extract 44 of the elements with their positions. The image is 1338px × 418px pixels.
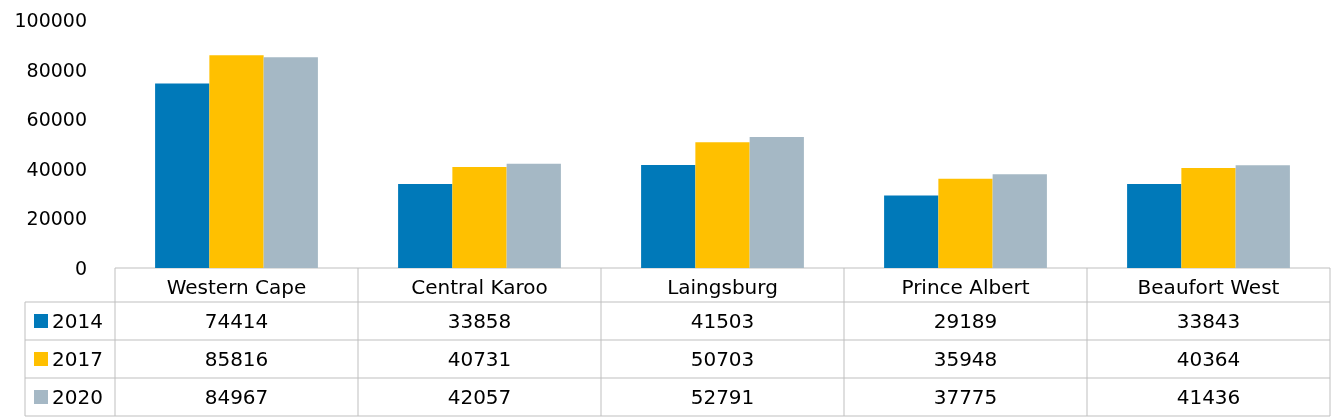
data-label: 33858: [447, 309, 512, 333]
bar: [992, 174, 1047, 268]
bar: [1127, 184, 1182, 268]
y-tick-label: 80000: [26, 58, 87, 81]
bar: [452, 166, 507, 268]
data-label: 42057: [447, 385, 512, 409]
bar: [749, 137, 804, 268]
y-tick-label: 100000: [14, 9, 87, 31]
data-label: 52791: [690, 385, 755, 409]
data-label: 40731: [447, 347, 512, 371]
y-tick-label: 0: [74, 257, 87, 279]
data-label: 50703: [690, 347, 755, 371]
data-label: 41436: [1176, 385, 1241, 409]
bar: [155, 83, 210, 268]
data-label: 37775: [933, 385, 998, 409]
data-label: 33843: [1176, 309, 1241, 333]
bar: [263, 57, 318, 268]
x-tick-label: Prince Albert: [901, 275, 1030, 299]
data-label: 40364: [1176, 347, 1241, 371]
x-tick-label: Central Karoo: [411, 275, 548, 299]
bar: [938, 178, 993, 268]
legend-label: 2014: [52, 309, 103, 333]
bar: [1181, 167, 1236, 268]
x-tick-label: Laingsburg: [667, 275, 778, 299]
bar: [641, 165, 696, 268]
data-label: 35948: [933, 347, 998, 371]
data-label: 85816: [204, 347, 269, 371]
bar: [398, 184, 453, 268]
legend-label: 2017: [52, 347, 103, 371]
legend-label: 2020: [52, 385, 103, 409]
data-label: 41503: [690, 309, 755, 333]
bar: [884, 195, 939, 268]
bar: [506, 163, 561, 268]
y-tick-label: 20000: [26, 207, 87, 230]
bar: [1235, 165, 1290, 268]
data-label: 29189: [933, 309, 998, 333]
x-tick-label: Beaufort West: [1137, 275, 1280, 299]
x-tick-label: Western Cape: [166, 275, 307, 299]
bar: [209, 55, 264, 268]
y-tick-label: 40000: [26, 157, 87, 180]
bar: [695, 142, 750, 268]
data-label: 74414: [204, 309, 269, 333]
y-tick-label: 60000: [26, 108, 87, 131]
data-label: 84967: [204, 385, 269, 409]
